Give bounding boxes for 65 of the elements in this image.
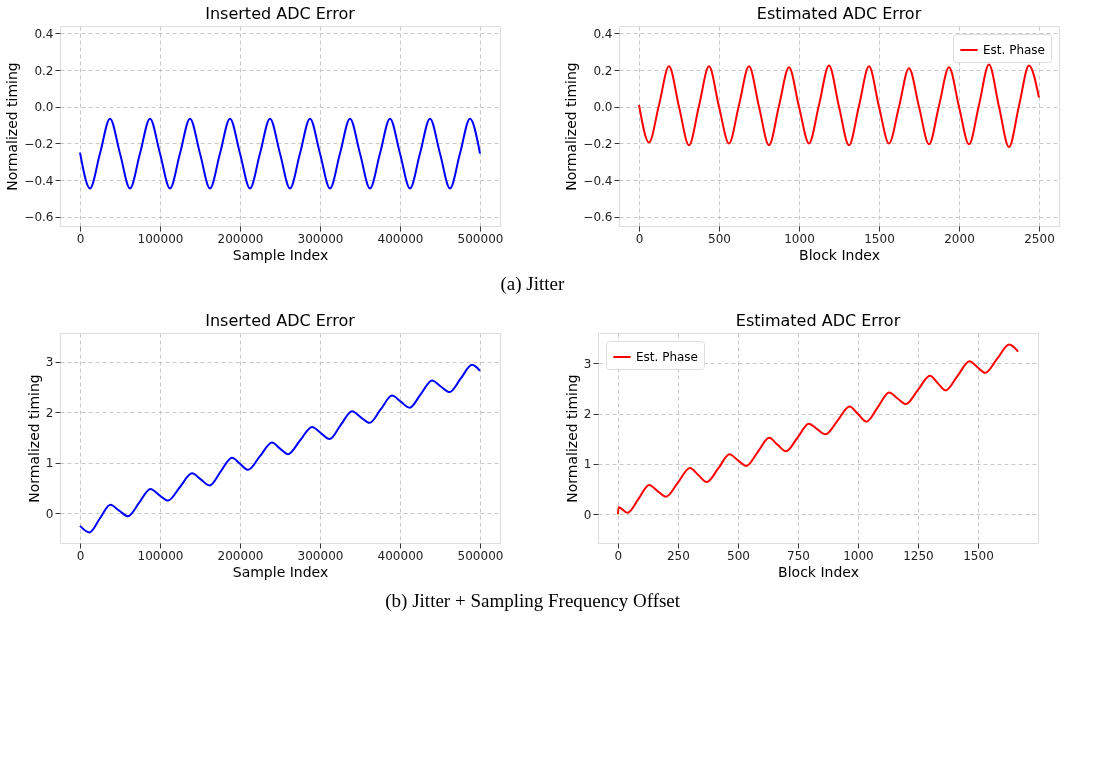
y-axis-title: Normalized timing xyxy=(563,62,580,191)
x-tick-label: 500 xyxy=(726,548,750,563)
x-tick-label: 500000 xyxy=(457,548,504,563)
x-tick-label: 400000 xyxy=(377,231,424,246)
x-axis-title: Sample Index xyxy=(232,563,329,580)
x-axis-title: Block Index xyxy=(799,246,880,263)
y-tick-label: 0.4 xyxy=(593,26,613,41)
x-tick-label: 400000 xyxy=(377,548,424,563)
y-axis-title: Normalized timing xyxy=(4,62,21,191)
y-tick-label: 1 xyxy=(45,456,54,471)
y-tick-label: 0.4 xyxy=(34,26,54,41)
y-tick-label: −0.4 xyxy=(583,173,613,188)
line-series xyxy=(638,63,1040,149)
y-tick-label: −0.2 xyxy=(24,136,54,151)
x-tick-label: 1500 xyxy=(963,548,994,563)
x-tick-label: 1000 xyxy=(784,231,815,246)
y-tick-label: −0.6 xyxy=(24,210,54,225)
x-axis-title: Sample Index xyxy=(232,246,329,263)
y-tick-label: 0.0 xyxy=(34,100,54,115)
chart-title: Inserted ADC Error xyxy=(205,4,356,23)
x-tick-label: 200000 xyxy=(217,231,264,246)
y-tick-label: 0 xyxy=(583,507,592,522)
x-tick-label: 100000 xyxy=(137,231,184,246)
x-tick-label: 100000 xyxy=(137,548,184,563)
x-tick-label: 200000 xyxy=(217,548,264,563)
y-axis-title: Normalized timing xyxy=(25,374,42,503)
line-series xyxy=(616,343,1020,516)
y-tick-label: 3 xyxy=(583,356,592,371)
x-tick-label: 2000 xyxy=(944,231,975,246)
x-tick-label: 300000 xyxy=(297,231,344,246)
x-tick-label: 300000 xyxy=(297,548,344,563)
x-tick-label: 750 xyxy=(787,548,810,563)
x-tick-label: 0 xyxy=(76,231,85,246)
chart-title: Estimated ADC Error xyxy=(756,4,922,23)
y-tick-label: 0.0 xyxy=(593,100,613,115)
x-tick-label: 500000 xyxy=(457,231,504,246)
x-tick-label: 1250 xyxy=(903,548,934,563)
x-tick-label: 250 xyxy=(666,548,690,563)
x-tick-label: 0 xyxy=(76,548,85,563)
y-tick-label: 0.2 xyxy=(34,63,54,78)
y-tick-label: 2 xyxy=(45,405,54,420)
y-tick-label: −0.2 xyxy=(583,136,613,151)
line-series xyxy=(79,363,481,534)
x-tick-label: 2500 xyxy=(1024,231,1055,246)
x-tick-label: 0 xyxy=(614,548,623,563)
x-tick-label: 1500 xyxy=(864,231,895,246)
y-axis-title: Normalized timing xyxy=(563,374,580,503)
y-tick-label: 0.2 xyxy=(593,63,613,78)
x-tick-label: 1000 xyxy=(843,548,874,563)
legend-label: Est. Phase xyxy=(983,43,1045,57)
y-tick-label: −0.4 xyxy=(24,173,54,188)
text: (a) Jitter xyxy=(500,272,566,295)
text: (b) Jitter + Sampling Frequency Offset xyxy=(385,589,681,612)
y-tick-label: 0 xyxy=(45,506,54,521)
y-tick-label: 2 xyxy=(583,407,592,422)
x-tick-label: 500 xyxy=(708,231,731,246)
y-tick-label: −0.6 xyxy=(583,210,613,225)
y-tick-label: 1 xyxy=(583,457,592,472)
legend-label: Est. Phase xyxy=(636,350,698,364)
chart-title: Inserted ADC Error xyxy=(205,311,356,330)
y-tick-label: 3 xyxy=(45,355,54,370)
x-axis-title: Block Index xyxy=(778,563,859,580)
line-series xyxy=(79,117,481,190)
x-tick-label: 0 xyxy=(635,231,644,246)
chart-title: Estimated ADC Error xyxy=(735,311,901,330)
